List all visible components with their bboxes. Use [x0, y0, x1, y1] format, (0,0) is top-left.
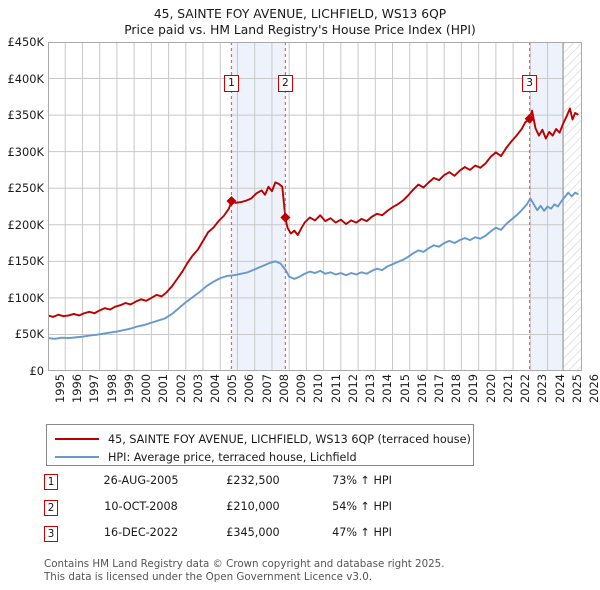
x-tick-label: 1997 [87, 374, 102, 403]
x-tick-label: 2023 [535, 374, 550, 403]
x-tick-label: 1999 [121, 374, 136, 403]
y-tick-label: £400K [7, 71, 44, 86]
x-tick-label: 2005 [225, 374, 240, 403]
x-tick-label: 2019 [466, 374, 481, 403]
transaction-price: £210,000 [226, 500, 280, 513]
x-axis-labels: 1995 1996 1997 1998 1999 2000 2001 2002 2003 2004… [48, 374, 600, 418]
transaction-hpi-delta: 73% ↑ HPI [332, 474, 392, 487]
legend-item: 45, SAINTE FOY AVENUE, LICHFIELD, WS13 6… [55, 430, 471, 448]
legend-item: HPI: Average price, terraced house, Lich… [55, 448, 357, 466]
x-tick-label: 2013 [363, 374, 378, 403]
transaction-index-badge: 3 [44, 526, 58, 542]
transaction-price: £232,500 [226, 474, 280, 487]
x-tick-label: 2025 [569, 374, 584, 403]
x-tick-label: 2002 [173, 374, 188, 403]
transaction-price: £345,000 [226, 526, 280, 539]
title-line-subtitle: Price paid vs. HM Land Registry's House … [124, 23, 476, 37]
x-tick-label: 1998 [104, 374, 119, 403]
y-tick-label: £350K [7, 108, 44, 123]
x-tick-label: 1995 [53, 374, 67, 403]
chart-marker-1: 1 [223, 75, 239, 93]
legend-label: HPI: Average price, terraced house, Lich… [108, 450, 357, 464]
x-tick-label: 2009 [294, 374, 309, 403]
x-tick-label: 2024 [552, 374, 567, 403]
footer-attribution: Contains HM Land Registry data © Crown c… [44, 558, 564, 583]
chart-marker-3: 3 [522, 75, 538, 93]
y-tick-label: £450K [7, 35, 44, 49]
x-tick-label: 2000 [139, 374, 154, 403]
transaction-hpi-delta: 54% ↑ HPI [332, 500, 392, 513]
page-title: 45, SAINTE FOY AVENUE, LICHFIELD, WS13 6… [0, 6, 600, 38]
x-tick-label: 2020 [483, 374, 498, 403]
x-tick-label: 2010 [311, 374, 326, 403]
transaction-index-badge: 1 [44, 474, 58, 490]
x-tick-label: 2014 [380, 374, 395, 403]
x-tick-label: 2003 [190, 374, 205, 403]
transaction-row: 1 26-AUG-2005 £232,500 73% ↑ HPI [44, 472, 504, 498]
transaction-date: 10-OCT-2008 [104, 500, 178, 513]
x-tick-label: 2015 [397, 374, 412, 403]
x-tick-label: 2018 [449, 374, 464, 403]
transaction-date: 26-AUG-2005 [103, 474, 179, 487]
chart-plot-area [48, 42, 582, 371]
y-tick-label: £0 [29, 364, 45, 378]
x-tick-label: 2021 [500, 374, 515, 403]
transaction-index-badge: 2 [44, 500, 58, 516]
chart-svg [48, 42, 582, 371]
legend-color-swatch [55, 438, 99, 440]
legend-label: 45, SAINTE FOY AVENUE, LICHFIELD, WS13 6… [108, 432, 471, 446]
x-tick-label: 2004 [208, 374, 223, 403]
transaction-row: 3 16-DEC-2022 £345,000 47% ↑ HPI [44, 524, 504, 550]
chart-legend: 45, SAINTE FOY AVENUE, LICHFIELD, WS13 6… [46, 424, 474, 466]
y-tick-label: £300K [7, 144, 44, 159]
x-tick-label: 1996 [70, 374, 85, 403]
transaction-hpi-delta: 47% ↑ HPI [332, 526, 392, 539]
y-tick-label: £50K [14, 327, 44, 342]
title-line-address: 45, SAINTE FOY AVENUE, LICHFIELD, WS13 6… [153, 7, 447, 21]
x-tick-label: 2017 [431, 374, 446, 403]
transactions-table: 1 26-AUG-2005 £232,500 73% ↑ HPI 2 10-OCT-200… [44, 472, 504, 550]
x-tick-label: 2007 [259, 374, 274, 403]
x-tick-label: 2016 [414, 374, 429, 403]
chart-marker-2: 2 [277, 75, 293, 93]
x-tick-label: 2011 [328, 374, 343, 403]
x-tick-label: 2012 [345, 374, 360, 403]
y-tick-label: £150K [7, 254, 44, 269]
y-axis-labels: £0 £50K £100K £150K £200K £250K £300K £350K £400… [0, 35, 44, 378]
transaction-date: 16-DEC-2022 [103, 526, 179, 539]
x-tick-label: 2026 [587, 374, 600, 403]
y-tick-label: £250K [7, 181, 44, 196]
x-tick-label: 2008 [276, 374, 291, 403]
x-tick-label: 2022 [518, 374, 533, 403]
x-tick-label: 2006 [242, 374, 257, 403]
footer-line-1: Contains HM Land Registry data © Crown c… [44, 558, 445, 570]
y-tick-label: £200K [7, 217, 44, 232]
footer-line-2: This data is licensed under the Open Gov… [44, 570, 373, 583]
y-tick-label: £100K [7, 290, 44, 305]
x-tick-label: 2001 [156, 374, 171, 403]
transaction-row: 2 10-OCT-2008 £210,000 54% ↑ HPI [44, 498, 504, 524]
legend-color-swatch [55, 456, 99, 458]
